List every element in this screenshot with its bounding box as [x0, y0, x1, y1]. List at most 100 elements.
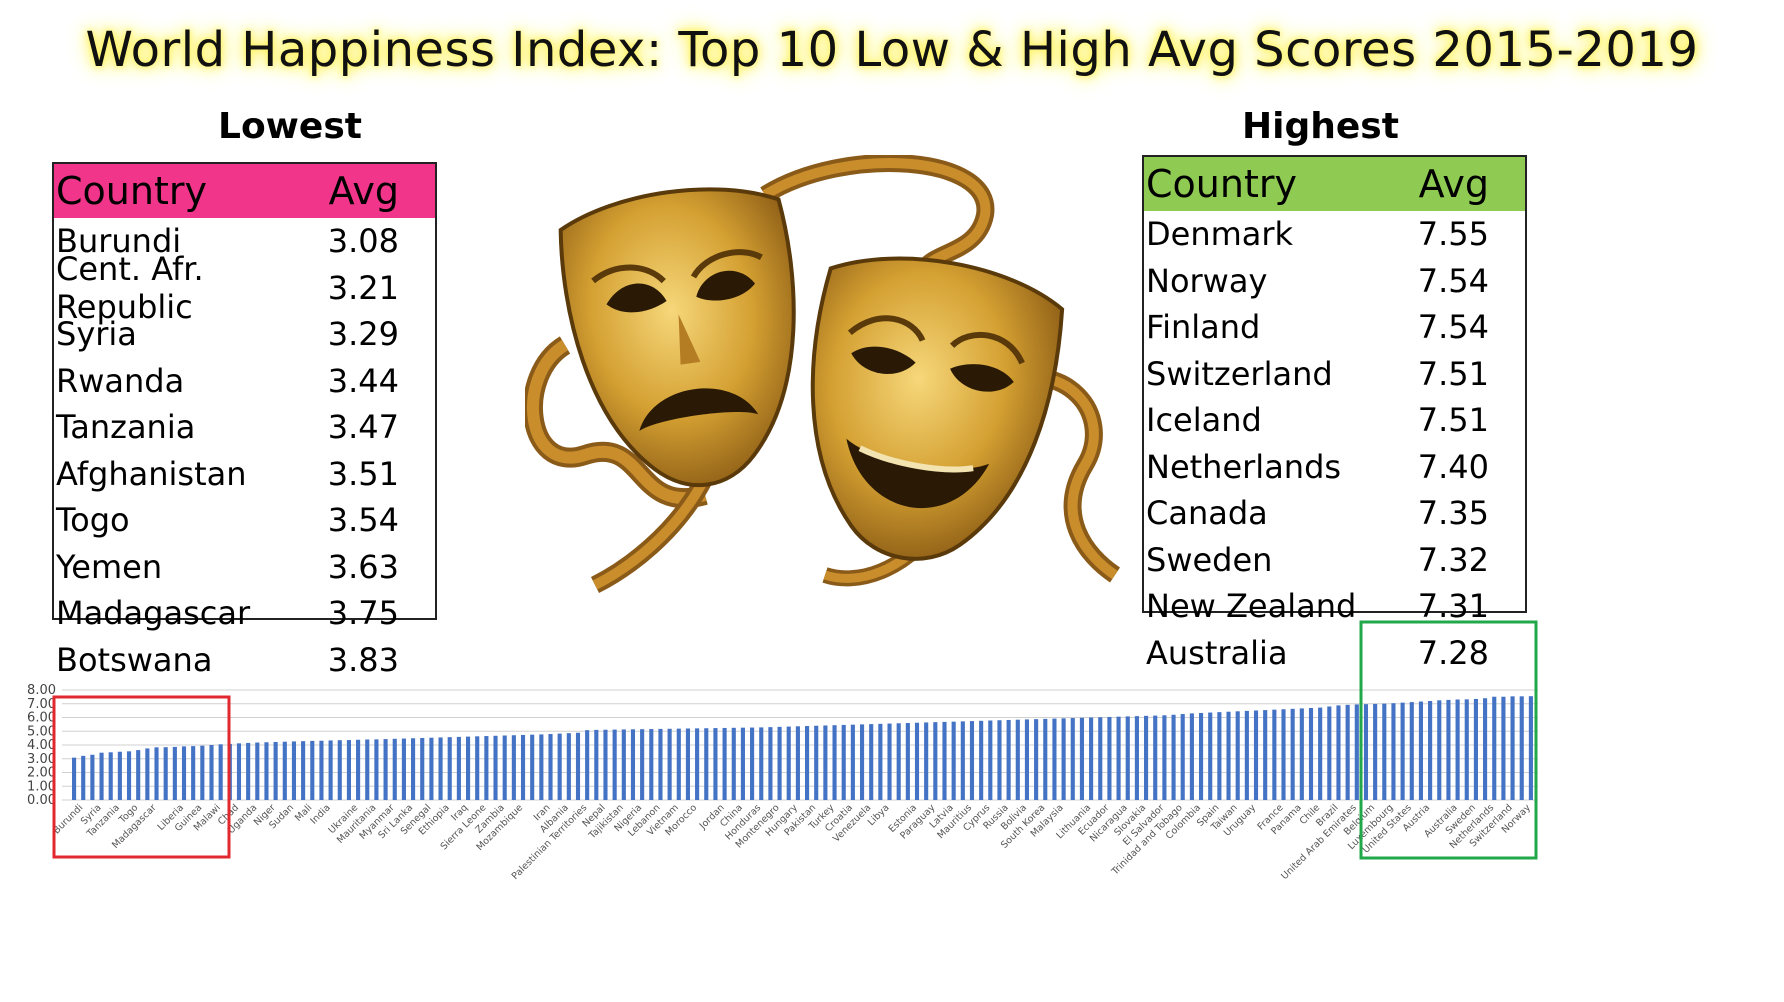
- lowest-row: Syria 3.29: [54, 311, 435, 358]
- bar: [1510, 696, 1515, 800]
- bar: [1501, 696, 1506, 800]
- highest-row: New Zealand 7.31: [1144, 583, 1525, 630]
- bar: [1189, 713, 1194, 801]
- highest-avg: 7.51: [1417, 354, 1489, 393]
- bar: [1290, 708, 1295, 800]
- lowest-table-header: Country Avg: [54, 164, 435, 218]
- bar: [695, 728, 700, 800]
- y-tick-label: 1.00: [27, 779, 56, 794]
- bar: [90, 754, 95, 800]
- bar: [969, 721, 975, 800]
- highest-row: Netherlands 7.40: [1144, 444, 1525, 491]
- bar: [997, 720, 1002, 800]
- bar: [1070, 718, 1075, 800]
- bar: [566, 733, 571, 800]
- highest-country: Denmark: [1146, 215, 1294, 254]
- bar: [420, 737, 425, 800]
- bar: [814, 725, 819, 800]
- highest-country: Netherlands: [1146, 447, 1342, 486]
- bar: [1180, 714, 1185, 800]
- bar: [1098, 717, 1103, 800]
- lowest-country: Cent. Afr. Republic: [56, 249, 204, 326]
- bar: [1107, 716, 1112, 800]
- bar: [1382, 703, 1387, 800]
- highest-country: Norway: [1146, 261, 1268, 300]
- bar: [777, 726, 782, 800]
- bar: [914, 722, 920, 800]
- bar: [1024, 719, 1030, 800]
- bar: [575, 732, 581, 800]
- bar: [356, 739, 361, 800]
- highest-heading: Highest: [1242, 106, 1399, 147]
- bar: [273, 741, 278, 800]
- highest-row: Sweden 7.32: [1144, 537, 1525, 584]
- bar: [484, 736, 489, 800]
- bar: [291, 741, 297, 800]
- bar: [1281, 709, 1286, 800]
- bar: [1272, 709, 1277, 800]
- bar: [649, 729, 654, 800]
- lowest-country: Rwanda: [56, 361, 185, 400]
- bar: [585, 730, 590, 800]
- bar: [145, 748, 150, 800]
- lowest-avg: 3.47: [327, 408, 399, 447]
- bar: [1061, 718, 1066, 800]
- lowest-heading: Lowest: [218, 106, 362, 147]
- page-title: World Happiness Index: Top 10 Low & High…: [85, 22, 1699, 78]
- lowest-country: Madagascar: [56, 594, 251, 633]
- highest-row: Finland 7.54: [1144, 304, 1525, 351]
- lowest-highlight-box: [52, 695, 231, 859]
- bar: [1299, 708, 1304, 800]
- highest-country: New Zealand: [1146, 587, 1357, 626]
- happiness-bar-chart: 0.001.002.003.004.005.006.007.008.00 Bur…: [27, 620, 1538, 882]
- lowest-col-country: Country: [56, 169, 207, 213]
- bar: [704, 728, 709, 800]
- highest-avg: 7.40: [1417, 447, 1489, 486]
- bar: [1464, 699, 1469, 800]
- bar: [823, 725, 828, 800]
- highest-row: Switzerland 7.51: [1144, 351, 1525, 398]
- highest-row: Australia 7.28: [1144, 630, 1525, 677]
- lowest-country: Botswana: [56, 640, 213, 679]
- bar: [108, 752, 113, 800]
- bar: [1198, 712, 1204, 800]
- bar: [740, 727, 745, 800]
- bar: [795, 726, 800, 800]
- bar: [438, 737, 443, 800]
- highest-col-avg: Avg: [1418, 162, 1489, 206]
- bar: [841, 724, 846, 800]
- bar: [126, 751, 132, 800]
- highest-table: Country Avg Denmark 7.55 Norway 7.54 Finland…: [1142, 155, 1527, 672]
- lowest-avg: 3.51: [327, 454, 399, 493]
- bar: [1089, 717, 1094, 800]
- bar: [988, 720, 993, 800]
- bar: [1125, 716, 1130, 800]
- highest-avg: 7.51: [1417, 401, 1489, 440]
- bar: [557, 733, 562, 800]
- bar: [1483, 698, 1488, 800]
- bar: [1079, 717, 1084, 800]
- bar: [1226, 711, 1231, 800]
- bar: [310, 740, 315, 801]
- bar: [218, 744, 223, 800]
- bar: [942, 721, 947, 800]
- bar: [1409, 702, 1414, 800]
- bar: [447, 737, 452, 800]
- highest-col-country: Country: [1146, 162, 1297, 206]
- highest-avg: 7.31: [1417, 587, 1489, 626]
- bar: [465, 736, 471, 800]
- bar: [1015, 719, 1020, 800]
- bar: [1327, 706, 1332, 800]
- bar: [72, 757, 77, 800]
- bar: [630, 729, 636, 800]
- bar: [1473, 698, 1478, 800]
- bar: [337, 740, 342, 800]
- bar: [979, 720, 984, 800]
- bar: [502, 735, 507, 800]
- lowest-avg: 3.63: [327, 547, 399, 586]
- bar: [667, 728, 672, 800]
- bar: [1043, 718, 1048, 801]
- bar: [1034, 719, 1039, 800]
- bar: [951, 721, 956, 801]
- bar: [475, 736, 480, 800]
